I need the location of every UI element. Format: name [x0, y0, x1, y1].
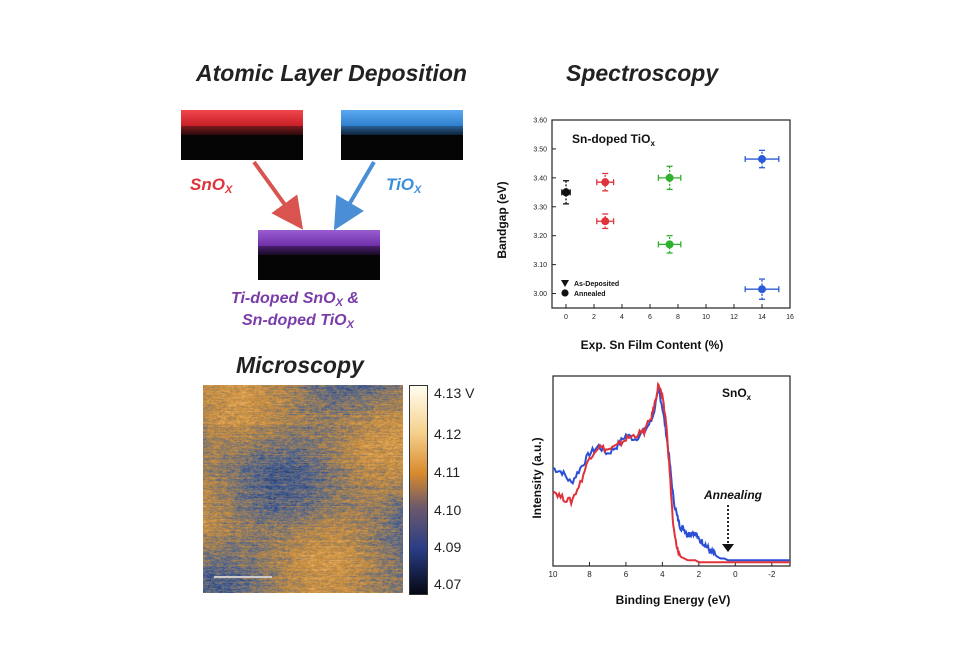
bandgap-point — [596, 172, 615, 192]
microscopy-heading: Microscopy — [236, 352, 364, 378]
legend-as-deposited-marker — [561, 280, 569, 287]
bandgap-x-tick-label: 14 — [758, 314, 766, 321]
ald-heading: Atomic Layer Deposition — [196, 60, 467, 86]
xps-x-tick-label: 2 — [697, 570, 702, 579]
xps-x-tick-label: 10 — [549, 570, 558, 579]
colorbar-tick: 4.10 — [434, 502, 462, 518]
colorbar-tick: 4.12 — [434, 426, 462, 442]
bandgap-chart: 0 2 4 6 8 10 12 14 16 3.00 3.10 3.20 3.30 3.40 3.50 3.6… — [495, 118, 794, 353]
legend-annealed-marker — [561, 289, 569, 297]
tio-film-stack — [341, 110, 463, 160]
xps-chart-title: SnOx — [722, 386, 752, 402]
colorbar-tick: 4.11 — [434, 464, 461, 480]
legend-as-deposited-label: As-Deposited — [574, 281, 619, 288]
combined-film-stack — [258, 230, 380, 280]
bandgap-x-tick-label: 10 — [702, 314, 710, 321]
bandgap-x-tick-label: 16 — [786, 314, 794, 321]
bandgap-plot-frame — [551, 119, 791, 309]
bandgap-ylabel: Bandgap (eV) — [495, 181, 509, 258]
xps-series-as-deposited — [552, 387, 790, 562]
xps-x-tick-label: 6 — [624, 570, 629, 579]
sno-label: SnOX — [190, 175, 233, 196]
kpfm-map — [203, 385, 403, 593]
xps-ylabel: Intensity (a.u.) — [530, 437, 544, 518]
bandgap-y-tick-label: 3.00 — [533, 291, 547, 298]
spectroscopy-heading: Spectroscopy — [566, 60, 719, 86]
sno-arrow — [252, 160, 304, 230]
bandgap-x-tick-label: 12 — [730, 314, 738, 321]
combined-label-line1: Ti-doped SnOX & — [231, 290, 359, 309]
xps-x-tick-label: 0 — [733, 570, 738, 579]
xps-xlabel: Binding Energy (eV) — [616, 593, 731, 607]
bandgap-x-tick-label: 0 — [564, 314, 568, 321]
bandgap-point — [657, 165, 682, 191]
bandgap-y-tick-label: 3.10 — [533, 262, 547, 269]
combined-label-line2: Sn-doped TiOX — [242, 312, 354, 331]
bandgap-y-tick-label: 3.20 — [533, 233, 547, 240]
bandgap-y-tick-label: 3.40 — [533, 175, 547, 182]
xps-chart: 10 8 6 4 2 0 -2 SnOx Annealing Binding Energy … — [530, 375, 791, 607]
bandgap-x-tick-label: 8 — [676, 314, 680, 321]
colorbar — [409, 385, 428, 595]
xps-plot-frame — [552, 375, 791, 567]
xps-x-tick-label: -2 — [768, 570, 776, 579]
colorbar-tick: 4.09 — [434, 539, 462, 555]
xps-series-annealed — [552, 381, 790, 564]
legend-annealed-label: Annealed — [574, 291, 606, 298]
bandgap-y-tick-label: 3.30 — [533, 204, 547, 211]
annealing-arrowhead — [722, 544, 735, 552]
xps-x-tick-label: 8 — [587, 570, 592, 579]
annealing-annotation: Annealing — [703, 488, 763, 502]
bandgap-x-tick-label: 6 — [648, 314, 652, 321]
bandgap-x-tick-label: 2 — [592, 314, 596, 321]
bandgap-point — [561, 180, 571, 205]
bandgap-chart-title: Sn-doped TiOx — [572, 132, 655, 148]
colorbar-tick: 4.07 — [434, 576, 462, 592]
bandgap-point — [657, 235, 682, 254]
bandgap-point — [744, 278, 780, 300]
bandgap-x-tick-label: 4 — [620, 314, 624, 321]
xps-x-tick-label: 4 — [660, 570, 665, 579]
colorbar-tick: 4.13 V — [434, 385, 475, 401]
bandgap-y-tick-label: 3.50 — [533, 146, 547, 153]
tio-arrow — [333, 160, 376, 231]
bandgap-xlabel: Exp. Sn Film Content (%) — [581, 338, 724, 352]
bandgap-point — [596, 213, 615, 230]
sno-film-stack — [181, 110, 303, 160]
scale-bar — [214, 576, 272, 578]
ald-arrows — [252, 160, 376, 231]
tio-label: TiOX — [386, 175, 422, 196]
bandgap-point — [744, 149, 780, 169]
bandgap-y-tick-label: 3.60 — [533, 118, 547, 125]
